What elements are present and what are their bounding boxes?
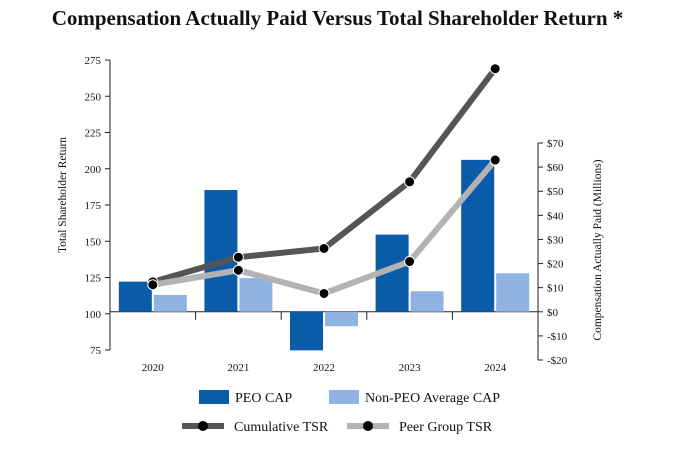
left-axis-tick-label: 150 xyxy=(85,236,102,248)
right-axis-tick-label: -$10 xyxy=(547,331,568,343)
x-axis-tick-label: 2023 xyxy=(399,362,422,374)
legend-non-peo-cap-swatch xyxy=(329,390,359,404)
left-axis-tick-label: 100 xyxy=(85,309,102,321)
right-axis-tick-label: $60 xyxy=(547,162,564,174)
x-axis-tick-label: 2022 xyxy=(313,362,335,374)
x-axis-tick-label: 2024 xyxy=(484,362,507,374)
legend-peo-cap-swatch xyxy=(199,390,229,404)
peer-group-tsr-point xyxy=(232,264,244,276)
cumulative-tsr-point xyxy=(489,63,501,75)
x-axis-tick-label: 2021 xyxy=(227,362,249,374)
left-axis-tick-label: 250 xyxy=(85,91,102,103)
chart-title: Compensation Actually Paid Versus Total … xyxy=(51,6,624,30)
non-peo-cap-bar xyxy=(153,294,187,312)
peo-cap-bar xyxy=(118,281,152,312)
non-peo-cap-bar xyxy=(496,273,530,312)
left-axis-tick-label: 75 xyxy=(90,345,102,357)
peo-cap-bar xyxy=(204,190,238,312)
right-axis-label: Compensation Actually Paid (Millions) xyxy=(592,159,604,340)
right-axis-tick-label: $70 xyxy=(547,138,564,150)
legend-peo-cap-label: PEO CAP xyxy=(235,391,292,406)
left-axis-tick-label: 225 xyxy=(85,128,102,140)
non-peo-cap-bar xyxy=(410,291,444,312)
legend-cumulative-tsr-marker xyxy=(198,421,208,431)
cumulative-tsr-point xyxy=(232,251,244,263)
peo-cap-bar xyxy=(290,311,323,351)
left-axis-tick-label: 275 xyxy=(85,55,102,67)
legend-peer-group-tsr-label: Peer Group TSR xyxy=(399,420,493,435)
peer-group-tsr-point xyxy=(318,287,330,299)
left-axis-tick-label: 125 xyxy=(85,273,102,285)
right-axis-tick-label: $50 xyxy=(547,186,564,198)
right-axis-tick-label: $20 xyxy=(547,259,564,271)
left-axis-tick-label: 200 xyxy=(85,164,102,176)
right-axis-tick-label: $10 xyxy=(547,283,564,295)
peer-group-tsr-point xyxy=(147,279,159,291)
legend-non-peo-cap-label: Non-PEO Average CAP xyxy=(365,391,500,406)
non-peo-cap-bar xyxy=(239,278,273,312)
right-axis-tick-label: $30 xyxy=(547,234,564,246)
right-axis-tick-label: -$20 xyxy=(547,355,568,367)
left-axis-label: Total Shareholder Return xyxy=(57,137,69,253)
left-axis-tick-label: 175 xyxy=(85,200,102,212)
legend-peer-group-tsr-marker xyxy=(363,421,373,431)
peer-group-tsr-point xyxy=(489,154,501,166)
legend-cumulative-tsr-label: Cumulative TSR xyxy=(234,420,329,435)
right-axis-tick-label: $0 xyxy=(547,307,559,319)
right-axis-tick-label: $40 xyxy=(547,210,564,222)
peer-group-tsr-point xyxy=(404,256,416,268)
non-peo-cap-bar xyxy=(325,311,358,327)
cumulative-tsr-point xyxy=(404,176,416,188)
x-axis-tick-label: 2020 xyxy=(142,362,165,374)
cumulative-tsr-point xyxy=(318,243,330,254)
peer-group-tsr-line xyxy=(152,158,498,297)
